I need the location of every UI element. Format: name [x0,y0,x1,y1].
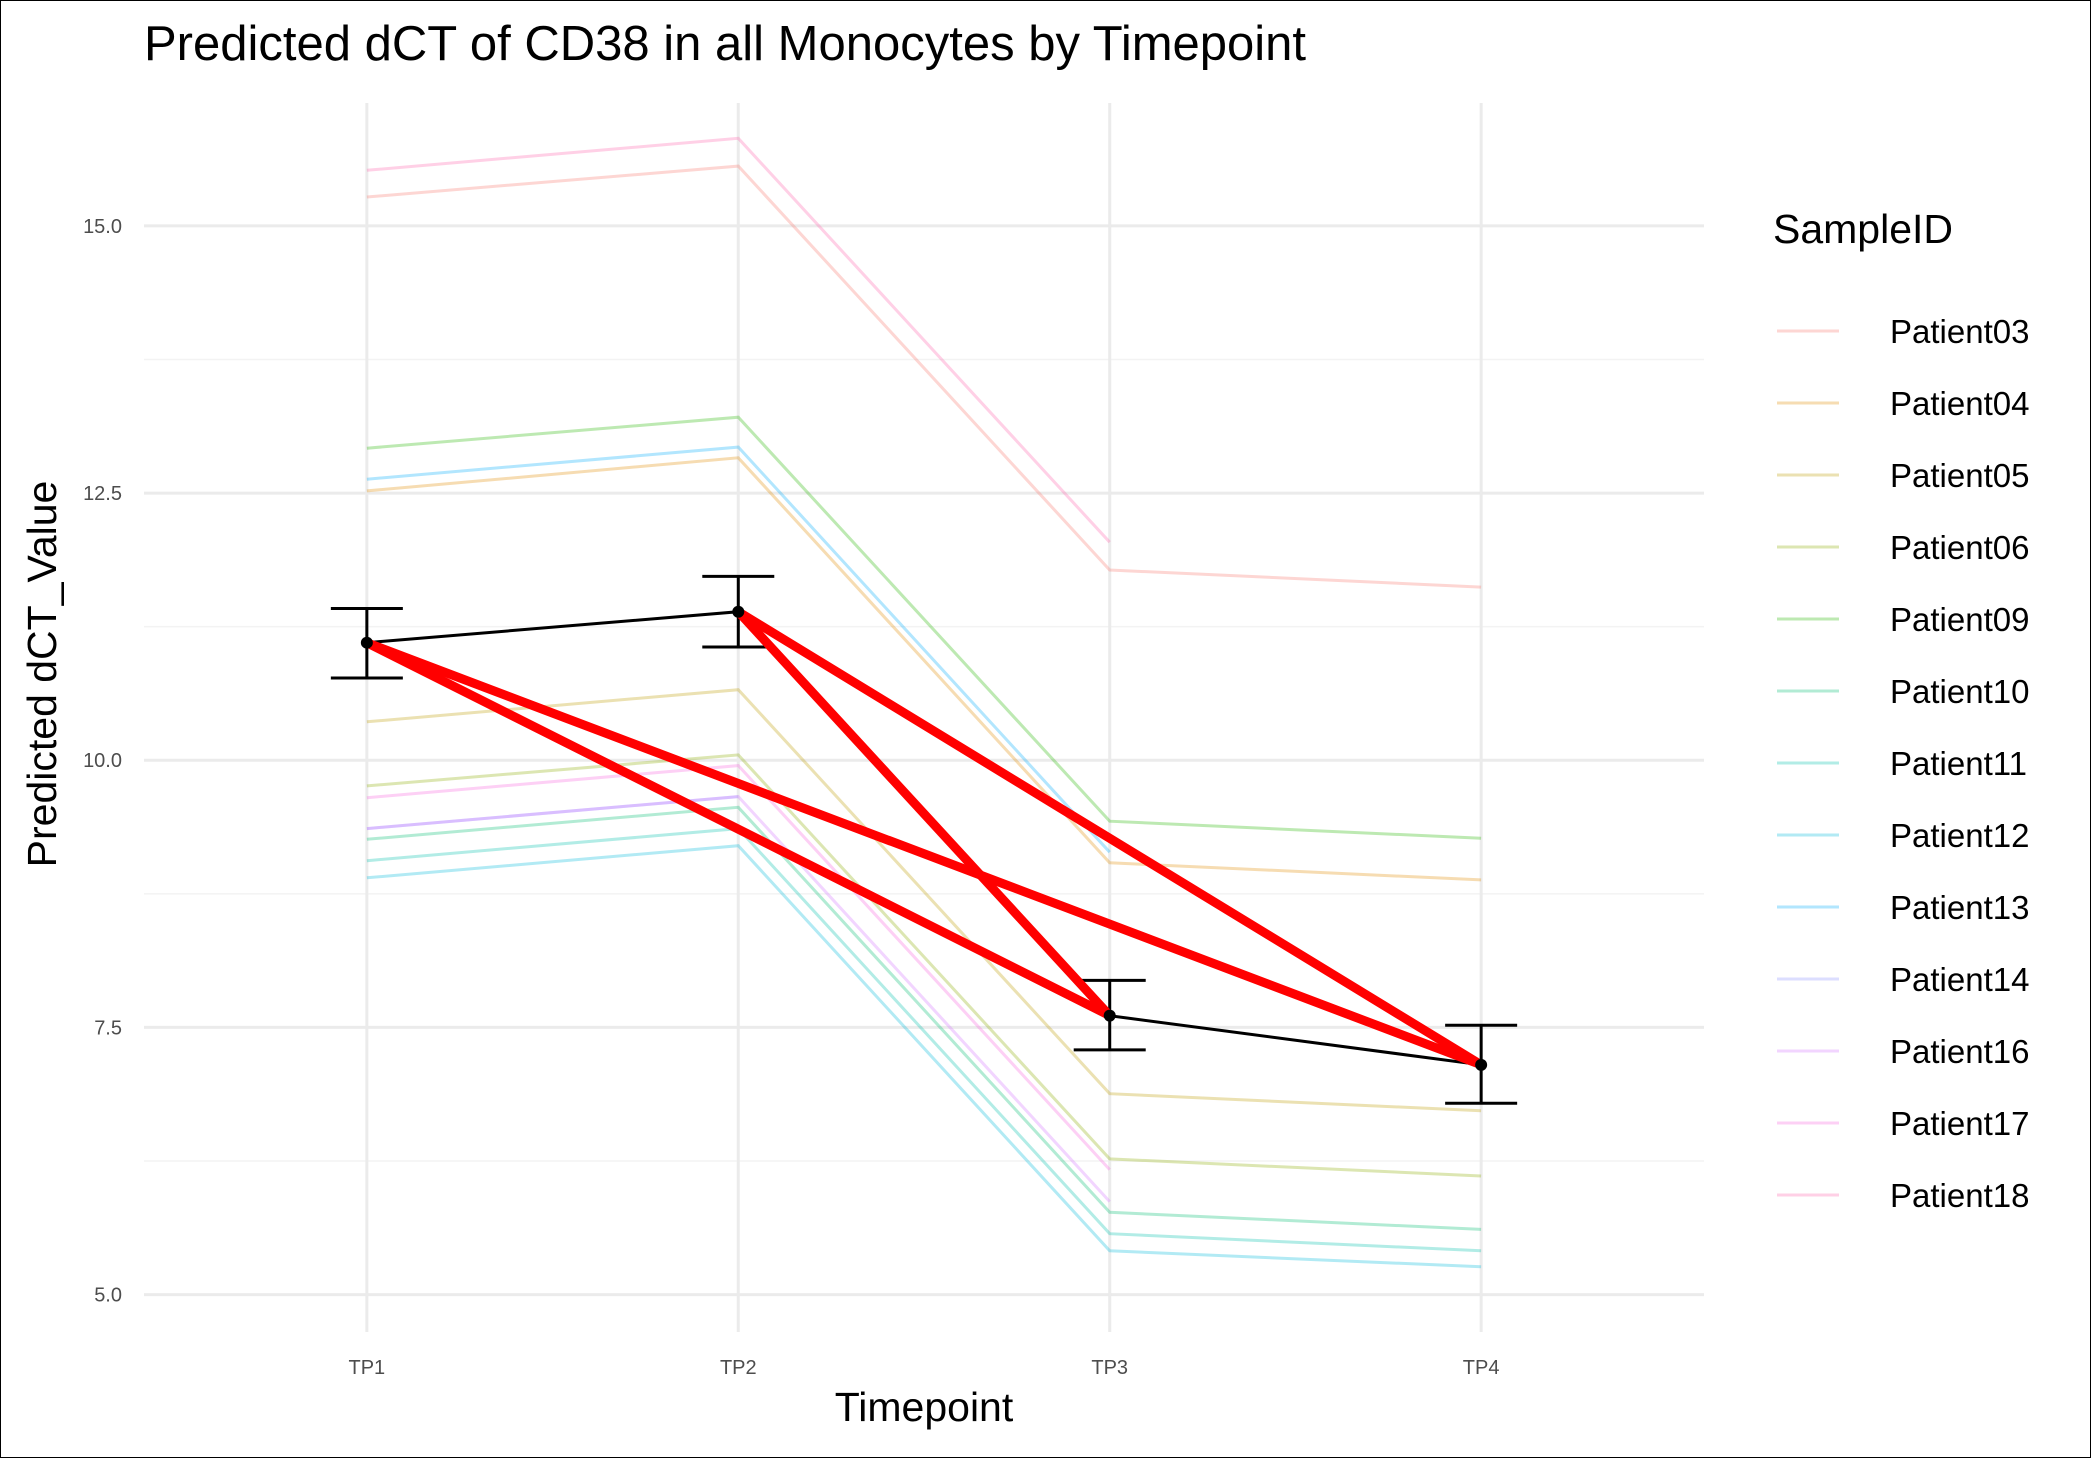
series-line-patient12 [366,844,1482,1269]
series-line-patient03 [366,164,1482,589]
legend-label: Patient04 [1890,385,2029,422]
legend-item: Patient17 [1777,1105,2029,1142]
x-tick-label: TP1 [349,1357,386,1379]
legend-label: Patient14 [1890,961,2029,998]
y-tick-labels: 5.0 7.5 10.0 12.5 15.0 [83,216,122,1307]
legend-item: Patient18 [1777,1177,2029,1214]
legend-label: Patient13 [1890,889,2029,926]
legend-item: Patient14 [1777,961,2029,998]
x-tick-labels: TP1 TP2 TP3 TP4 [349,1357,1500,1379]
highlight-segment-tp1-tp4 [362,638,1486,1070]
series-line-patient17 [366,764,1111,1171]
legend-item: Patient16 [1777,1033,2029,1070]
mean-point [360,636,373,649]
legend-label: Patient16 [1890,1033,2029,1070]
highlight-lines [360,605,1488,1071]
patient-lines [366,136,1482,1269]
legend-item: Patient04 [1777,385,2029,422]
legend-title: SampleID [1773,206,1953,252]
legend-label: Patient10 [1890,673,2029,710]
y-tick-label: 5.0 [94,1285,122,1307]
legend-item: Patient13 [1777,889,2029,926]
legend-item: Patient03 [1777,313,2029,350]
legend-label: Patient05 [1890,457,2029,494]
series-line-patient05 [366,688,1482,1113]
highlight-segment-tp2-tp3 [733,607,1115,1021]
legend-item: Patient12 [1777,817,2029,854]
legend-label: Patient12 [1890,817,2029,854]
highlight-segment-tp2-tp4 [733,607,1486,1070]
legend-item: Patient11 [1777,745,2027,782]
series-line-patient18 [366,136,1111,544]
legend-item: Patient06 [1777,529,2029,566]
mean-line-group [330,574,1518,1105]
legend-item: Patient10 [1777,673,2029,710]
mean-point [1103,1009,1116,1022]
mean-point [1475,1058,1488,1071]
series-line-patient09 [366,415,1482,840]
highlight-segment-tp1-tp3 [362,638,1115,1021]
chart-title: Predicted dCT of CD38 in all Monocytes b… [144,17,1306,71]
series-line-patient06 [366,753,1482,1178]
legend-label: Patient17 [1890,1105,2029,1142]
legend-item: Patient09 [1777,601,2029,638]
series-line-patient10 [366,805,1482,1231]
series-line-patient04 [366,456,1482,882]
x-tick-label: TP4 [1463,1357,1500,1379]
y-tick-label: 12.5 [83,483,122,505]
x-tick-label: TP2 [720,1357,757,1379]
y-axis-title: Predicted dCT_Value [19,481,65,868]
mean-point [732,605,745,618]
x-tick-label: TP3 [1091,1357,1128,1379]
legend-label: Patient11 [1890,745,2027,782]
y-tick-label: 15.0 [83,216,122,238]
x-axis-title: Timepoint [835,1384,1014,1430]
legend-label: Patient06 [1890,529,2029,566]
legend: SampleID Patient03Patient04Patient05Pati… [1773,206,2029,1214]
grid [144,103,1704,1332]
series-line-patient13 [366,445,1111,854]
series-line-patient16 [366,795,1111,1203]
legend-label: Patient18 [1890,1177,2029,1214]
y-tick-label: 10.0 [83,750,122,772]
legend-item: Patient05 [1777,457,2029,494]
series-line-patient11 [366,827,1482,1253]
legend-items: Patient03 Patient04 Patient05 Patient06 Pati… [1777,313,2029,1214]
legend-label: Patient03 [1890,313,2029,350]
legend-label: Patient09 [1890,601,2029,638]
y-tick-label: 7.5 [94,1017,122,1039]
